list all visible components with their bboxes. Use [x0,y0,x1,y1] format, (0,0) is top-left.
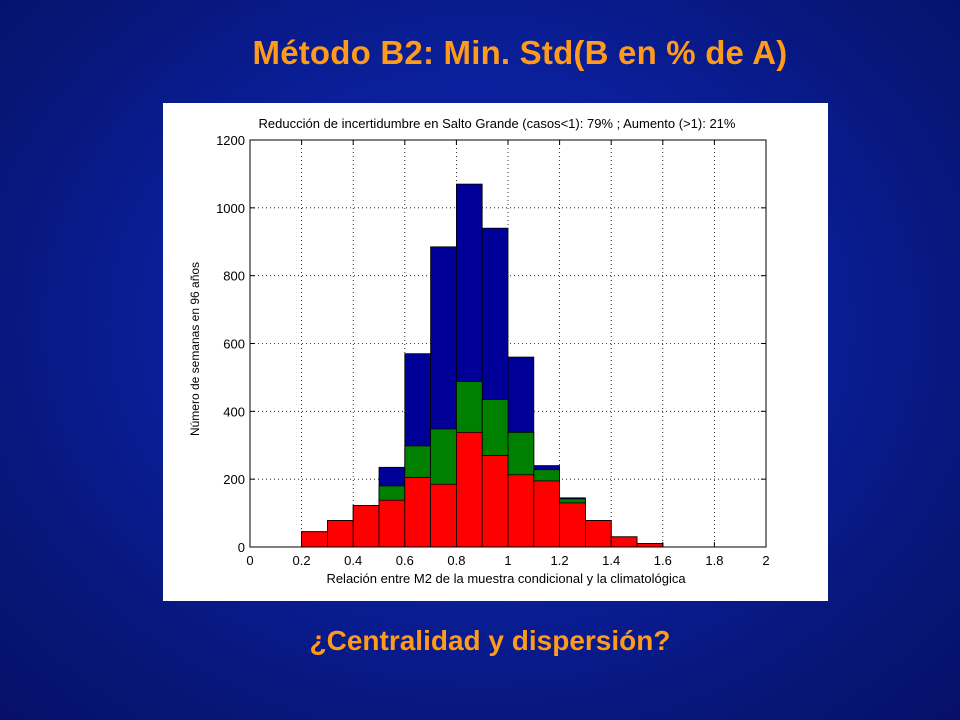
histogram-bar [584,520,612,548]
histogram-bar [378,499,406,548]
y-tick-label: 200 [223,472,245,487]
histogram-figure: Reducción de incertidumbre en Salto Gran… [163,103,828,601]
x-tick-label: 1 [504,553,511,568]
x-tick-label: 1.4 [602,553,620,568]
y-tick-label: 1000 [216,201,245,216]
histogram-bar [301,531,328,548]
histogram-bar [533,480,560,548]
y-axis-label: Número de semanas en 96 años [188,262,202,436]
y-tick-label: 600 [223,337,245,352]
x-tick-label: 0.8 [447,553,465,568]
y-tick-label: 400 [223,404,245,419]
x-tick-label: 0 [246,553,253,568]
x-tick-label: 0.2 [293,553,311,568]
x-tick-label: 1.6 [654,553,672,568]
x-tick-label: 1.8 [705,553,723,568]
x-tick-label: 1.2 [551,553,569,568]
histogram-bar [610,536,638,548]
x-tick-label: 0.4 [344,553,362,568]
x-tick-label: 2 [762,553,769,568]
histogram-bar [507,474,535,548]
histogram-bar [326,520,354,548]
y-tick-label: 800 [223,269,245,284]
histogram-bar [404,477,432,548]
histogram-bar [559,502,586,548]
bars [301,183,664,548]
ticks: 0 0.2 0.4 0.6 0.8 1 1.2 1.4 1.6 1.8 2 0 200 400 600 800… [216,133,770,568]
histogram-bar [352,505,380,548]
slide-subtitle: ¿Centralidad y dispersión? [309,625,671,656]
x-tick-label: 0.6 [396,553,414,568]
y-tick-label: 0 [238,540,245,555]
histogram-chart: Reducción de incertidumbre en Salto Gran… [188,116,770,586]
histogram-bar [430,483,457,548]
histogram-bar [481,455,509,548]
histogram-bar [455,431,483,548]
y-tick-label: 1200 [216,133,245,148]
chart-title: Reducción de incertidumbre en Salto Gran… [259,116,736,131]
x-axis-label: Relación entre M2 de la muestra condicio… [326,571,686,586]
histogram-bar [636,543,664,548]
slide-title: Método B2: Min. Std(B en % de A) [252,34,788,71]
